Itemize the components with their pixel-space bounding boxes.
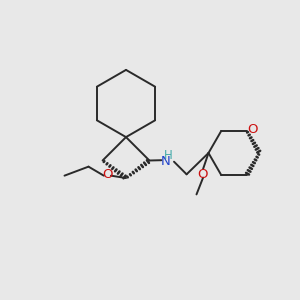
Text: H: H bbox=[164, 149, 172, 162]
Text: O: O bbox=[197, 167, 208, 181]
Text: O: O bbox=[102, 168, 113, 181]
Text: N: N bbox=[161, 155, 170, 168]
Text: O: O bbox=[247, 123, 257, 136]
